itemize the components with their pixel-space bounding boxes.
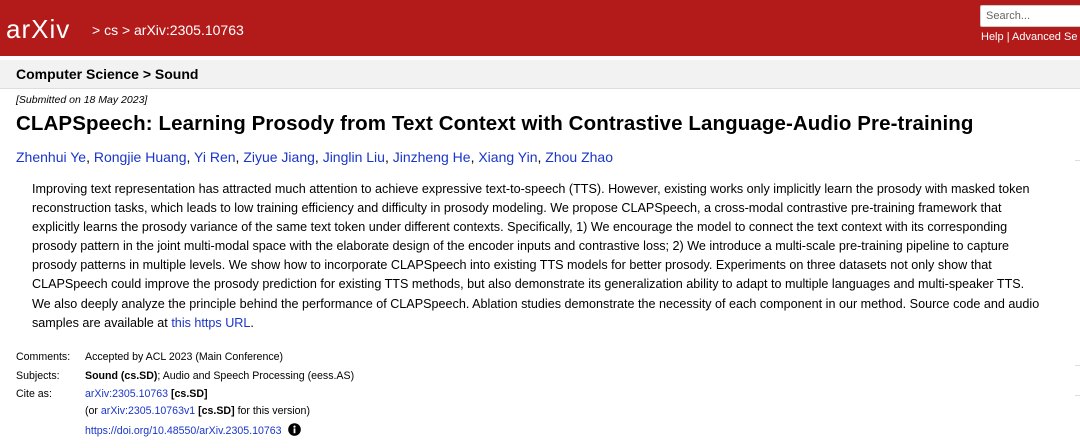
author-link[interactable]: Jinzheng He xyxy=(392,149,471,165)
author-list: Zhenhui Ye, Rongjie Huang, Yi Ren, Ziyue… xyxy=(16,149,613,165)
author-separator: , xyxy=(186,149,191,165)
help-link[interactable]: Help xyxy=(981,31,1004,43)
separator: | xyxy=(1006,31,1010,43)
advanced-search-link[interactable]: Advanced Se xyxy=(1012,31,1078,43)
scroll-mark xyxy=(1075,160,1080,161)
submitted-date: [Submitted on 18 May 2023] xyxy=(16,94,148,106)
meta-value: (or arXiv:2305.10763v1 [cs.SD] for this … xyxy=(85,405,310,417)
scroll-mark xyxy=(1075,365,1080,366)
author-separator: , xyxy=(470,149,475,165)
meta-label: Comments: xyxy=(16,351,71,363)
search-input[interactable]: Search... xyxy=(980,5,1080,27)
author-link[interactable]: Jinglin Liu xyxy=(322,149,385,165)
comments-row: Comments: Accepted by ACL 2023 (Main Conf… xyxy=(16,351,283,363)
meta-value: Accepted by ACL 2023 (Main Conference) xyxy=(85,351,284,363)
author-separator: , xyxy=(384,149,389,165)
subjects-row: Subjects: Sound (cs.SD); Audio and Speech… xyxy=(16,370,354,382)
prefix: (or xyxy=(85,405,98,417)
meta-value: Sound (cs.SD); Audio and Speech Processi… xyxy=(85,370,354,382)
author-link[interactable]: Rongjie Huang xyxy=(93,149,187,165)
author-link[interactable]: Yi Ren xyxy=(194,149,236,165)
subheader: Computer Science > Sound xyxy=(0,60,1080,89)
abstract-end: . xyxy=(250,315,254,330)
meta-value: arXiv:2305.10763 [cs.SD] xyxy=(85,388,208,400)
meta-label: Subjects: xyxy=(16,370,60,382)
abstract: Improving text representation has attrac… xyxy=(32,180,1042,333)
arxiv-link[interactable]: arXiv:2305.10763 xyxy=(85,388,169,400)
other-subjects: ; Audio and Speech Processing (eess.AS) xyxy=(157,370,355,382)
cite-row: Cite as: arXiv:2305.10763 [cs.SD] xyxy=(16,388,208,400)
category-tag: [cs.SD] xyxy=(198,405,235,417)
author-separator: , xyxy=(314,149,319,165)
author-link[interactable]: Ziyue Jiang xyxy=(243,149,315,165)
author-link[interactable]: Zhenhui Ye xyxy=(16,149,87,165)
author-separator: , xyxy=(537,149,542,165)
version-link[interactable]: arXiv:2305.10763v1 xyxy=(100,405,196,417)
header-bar: arXiv > cs > arXiv:2305.10763 Search... … xyxy=(0,0,1080,56)
subheader-text: Computer Science > Sound xyxy=(16,66,199,82)
paper-title: CLAPSpeech: Learning Prosody from Text C… xyxy=(16,112,974,135)
info-icon[interactable] xyxy=(288,423,302,436)
doi-link[interactable]: https://doi.org/10.48550/arXiv.2305.1076… xyxy=(85,425,282,437)
author-separator: , xyxy=(235,149,240,165)
scroll-mark xyxy=(1075,395,1080,396)
abstract-link[interactable]: this https URL xyxy=(171,315,251,330)
suffix: for this version) xyxy=(237,405,310,417)
breadcrumb[interactable]: > cs > arXiv:2305.10763 xyxy=(92,22,244,38)
category-tag: [cs.SD] xyxy=(171,388,208,400)
author-link[interactable]: Xiang Yin xyxy=(478,149,538,165)
meta-label: Cite as: xyxy=(16,388,52,400)
logo[interactable]: arXiv xyxy=(6,14,71,44)
primary-subject: Sound (cs.SD) xyxy=(85,370,158,382)
abstract-text: Improving text representation has attrac… xyxy=(32,182,1040,330)
author-link[interactable]: Zhou Zhao xyxy=(545,149,614,165)
search-placeholder: Search... xyxy=(986,10,1031,22)
author-separator: , xyxy=(86,149,90,165)
header-links: Help | Advanced Se xyxy=(981,31,1077,43)
meta-value: https://doi.org/10.48550/arXiv.2305.1076… xyxy=(85,423,302,437)
